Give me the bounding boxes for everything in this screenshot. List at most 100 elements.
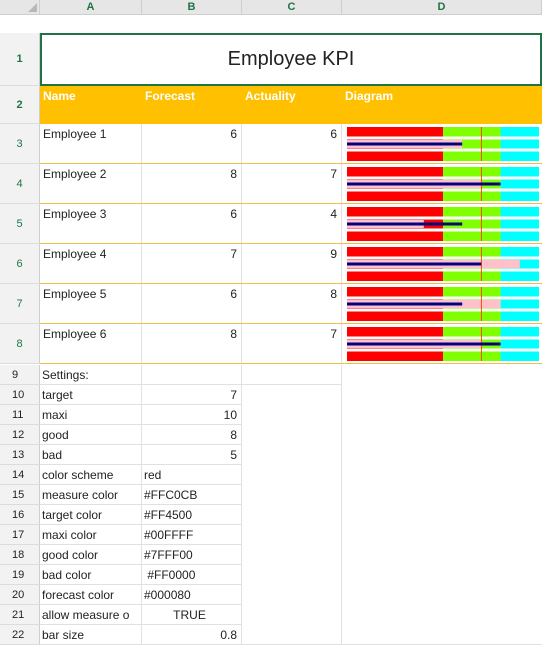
row-header-21[interactable]: 21 xyxy=(0,605,40,625)
row-header-1[interactable]: 1 xyxy=(0,33,40,86)
employee-name-cell[interactable]: Employee 6 xyxy=(40,324,142,363)
empty-cell[interactable] xyxy=(342,365,542,645)
setting-key-good-color[interactable]: good color xyxy=(40,545,142,565)
diagram-cell[interactable] xyxy=(342,284,542,323)
empty-cell[interactable] xyxy=(242,365,342,385)
setting-value-target[interactable]: 7 xyxy=(142,385,242,405)
diagram-cell[interactable] xyxy=(342,324,542,363)
diagram-cell[interactable] xyxy=(342,244,542,283)
employee-name-cell[interactable]: Employee 5 xyxy=(40,284,142,323)
row-header-22[interactable]: 22 xyxy=(0,625,40,645)
setting-key-color-scheme[interactable]: color scheme xyxy=(40,465,142,485)
row-header-18[interactable]: 18 xyxy=(0,545,40,565)
table-header-row: Name Forecast Actuality Diagram xyxy=(40,86,542,124)
setting-key-bad[interactable]: bad xyxy=(40,445,142,465)
title-cell[interactable]: Employee KPI xyxy=(40,33,542,86)
forecast-cell[interactable]: 6 xyxy=(142,204,242,243)
setting-value-good-color[interactable]: #7FFF00 xyxy=(142,545,242,565)
setting-key-target[interactable]: target xyxy=(40,385,142,405)
employee-name-cell[interactable]: Employee 3 xyxy=(40,204,142,243)
setting-value-good[interactable]: 8 xyxy=(142,425,242,445)
column-header-c[interactable]: C xyxy=(242,0,342,15)
setting-value-color-scheme[interactable]: red xyxy=(142,465,242,485)
setting-key-good[interactable]: good xyxy=(40,425,142,445)
row-header-8[interactable]: 8 xyxy=(0,324,40,364)
setting-key-allow-measure[interactable]: allow measure o xyxy=(40,605,142,625)
actuality-cell[interactable]: 7 xyxy=(242,324,342,363)
row-header-11[interactable]: 11 xyxy=(0,405,40,425)
setting-value-maxi-color[interactable]: #00FFFF xyxy=(142,525,242,545)
setting-value-bad-color[interactable]: #FF0000 xyxy=(142,565,242,585)
diagram-cell[interactable] xyxy=(342,164,542,203)
settings-label[interactable]: Settings: xyxy=(40,365,142,385)
setting-value-bar-size[interactable]: 0.8 xyxy=(142,625,242,645)
select-all-corner[interactable] xyxy=(0,0,40,15)
forecast-cell[interactable]: 6 xyxy=(142,124,242,163)
row-header-6[interactable]: 6 xyxy=(0,244,40,284)
row-header-2[interactable]: 2 xyxy=(0,86,40,124)
setting-key-measure-color[interactable]: measure color xyxy=(40,485,142,505)
setting-key-target-color[interactable]: target color xyxy=(40,505,142,525)
actuality-cell[interactable]: 7 xyxy=(242,164,342,203)
setting-value-measure-color[interactable]: #FFC0CB xyxy=(142,485,242,505)
empty-cell[interactable] xyxy=(142,365,242,385)
actuality-cell[interactable]: 8 xyxy=(242,284,342,323)
setting-key-maxi[interactable]: maxi xyxy=(40,405,142,425)
column-header-a[interactable]: A xyxy=(40,0,142,15)
separator xyxy=(347,189,539,192)
header-actuality[interactable]: Actuality xyxy=(242,86,342,124)
forecast-bar xyxy=(347,223,462,226)
employee-name-cell[interactable]: Employee 1 xyxy=(40,124,142,163)
setting-key-bar-size[interactable]: bar size xyxy=(40,625,142,645)
diagram-cell[interactable] xyxy=(342,204,542,243)
row-header-17[interactable]: 17 xyxy=(0,525,40,545)
row-header-12[interactable]: 12 xyxy=(0,425,40,445)
actuality-cell[interactable]: 9 xyxy=(242,244,342,283)
row-header-14[interactable]: 14 xyxy=(0,465,40,485)
employee-name-cell[interactable]: Employee 2 xyxy=(40,164,142,203)
setting-value-bad[interactable]: 5 xyxy=(142,445,242,465)
setting-value-maxi[interactable]: 10 xyxy=(142,405,242,425)
setting-key-forecast-color[interactable]: forecast color xyxy=(40,585,142,605)
row-header-16[interactable]: 16 xyxy=(0,505,40,525)
forecast-cell[interactable]: 7 xyxy=(142,244,242,283)
actuality-cell[interactable]: 4 xyxy=(242,204,342,243)
forecast-bar xyxy=(347,143,462,146)
row-header-19[interactable]: 19 xyxy=(0,565,40,585)
page-title: Employee KPI xyxy=(228,48,355,71)
separator xyxy=(347,349,539,352)
row-header-9[interactable]: 9 xyxy=(0,365,40,385)
header-name[interactable]: Name xyxy=(40,86,142,124)
table-row: Employee 6 8 7 xyxy=(40,324,542,364)
row-header-10[interactable]: 10 xyxy=(0,385,40,405)
row-header-15[interactable]: 15 xyxy=(0,485,40,505)
actuality-cell[interactable]: 6 xyxy=(242,124,342,163)
forecast-cell[interactable]: 8 xyxy=(142,164,242,203)
column-header-d[interactable]: D xyxy=(342,0,542,15)
row-header-5[interactable]: 5 xyxy=(0,204,40,244)
employee-name-cell[interactable]: Employee 4 xyxy=(40,244,142,283)
maxi-band xyxy=(501,287,539,321)
row-header-20[interactable]: 20 xyxy=(0,585,40,605)
forecast-bar xyxy=(347,303,462,306)
header-diagram[interactable]: Diagram xyxy=(342,86,542,124)
forecast-cell[interactable]: 8 xyxy=(142,324,242,363)
forecast-cell[interactable]: 6 xyxy=(142,284,242,323)
setting-value-target-color[interactable]: #FF4500 xyxy=(142,505,242,525)
row-header-3[interactable]: 3 xyxy=(0,124,40,164)
row-header-7[interactable]: 7 xyxy=(0,284,40,324)
setting-key-bad-color[interactable]: bad color xyxy=(40,565,142,585)
empty-cell[interactable] xyxy=(242,385,342,645)
setting-value-forecast-color[interactable]: #000080 xyxy=(142,585,242,605)
row-header-13[interactable]: 13 xyxy=(0,445,40,465)
table-row: Employee 2 8 7 xyxy=(40,164,542,204)
row-header-4[interactable]: 4 xyxy=(0,164,40,204)
table-row: Employee 3 6 4 xyxy=(40,204,542,244)
separator xyxy=(347,297,539,300)
separator xyxy=(347,337,539,340)
setting-key-maxi-color[interactable]: maxi color xyxy=(40,525,142,545)
setting-value-allow-measure[interactable]: TRUE xyxy=(142,605,242,625)
diagram-cell[interactable] xyxy=(342,124,542,163)
column-header-b[interactable]: B xyxy=(142,0,242,15)
header-forecast[interactable]: Forecast xyxy=(142,86,242,124)
